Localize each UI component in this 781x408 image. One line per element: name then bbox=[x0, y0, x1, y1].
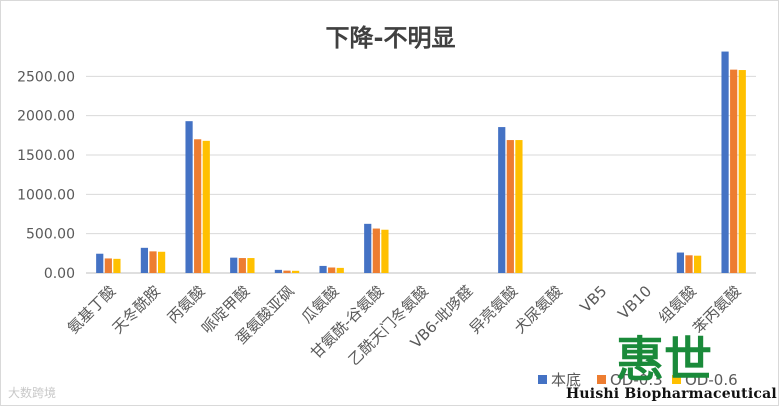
x-category-label: 乙酰天门冬氨酸 bbox=[345, 282, 432, 369]
bar bbox=[336, 267, 344, 273]
y-tick-label: 500.00 bbox=[26, 227, 75, 243]
legend-swatch bbox=[597, 375, 606, 384]
legend: 本底 OD-0.3 OD-0.6 bbox=[538, 371, 738, 389]
bar bbox=[194, 139, 202, 273]
bar bbox=[372, 228, 380, 273]
bar bbox=[328, 267, 336, 273]
bar bbox=[292, 270, 300, 273]
x-category-label: 犬尿氨酸 bbox=[511, 282, 566, 337]
brand-logo: 惠世 bbox=[616, 332, 712, 386]
bar bbox=[185, 121, 193, 273]
x-category-label: 天冬酰胺 bbox=[109, 282, 164, 337]
x-category-label: 异亮氨酸 bbox=[466, 282, 521, 337]
y-tick-label: 0.00 bbox=[44, 266, 75, 282]
y-tick-label: 1000.00 bbox=[17, 187, 75, 203]
bar bbox=[238, 258, 246, 273]
y-axis-ticks: 0.00 500.00 1000.00 1500.00 2000.00 2500.00 bbox=[17, 69, 75, 282]
brand-caption: Huishi Biopharmaceutical bbox=[566, 386, 777, 402]
x-category-label: 氨基丁酸 bbox=[64, 282, 119, 337]
y-tick-label: 1500.00 bbox=[17, 148, 75, 164]
chart-title: 下降-不明显 bbox=[325, 24, 456, 52]
x-category-label: VB10 bbox=[614, 282, 655, 323]
bar bbox=[149, 251, 157, 273]
bar bbox=[247, 258, 255, 273]
x-category-label: VB5 bbox=[576, 282, 610, 316]
legend-label: OD-0.6 bbox=[685, 371, 738, 389]
bar bbox=[694, 255, 702, 273]
bar bbox=[140, 247, 148, 273]
bar bbox=[230, 257, 238, 273]
legend-label: OD-0.3 bbox=[610, 371, 663, 389]
bar bbox=[113, 258, 121, 273]
bar bbox=[364, 223, 372, 273]
bar bbox=[738, 70, 746, 273]
bar bbox=[498, 127, 506, 273]
legend-swatch bbox=[672, 375, 681, 384]
bar bbox=[104, 258, 112, 273]
bar bbox=[721, 51, 729, 274]
bar bbox=[381, 229, 389, 273]
brand-logo-text: 惠世 bbox=[616, 332, 712, 386]
bar bbox=[202, 140, 210, 273]
bar bbox=[506, 140, 514, 273]
bar bbox=[676, 252, 684, 273]
bar bbox=[730, 69, 738, 273]
y-tick-label: 2000.00 bbox=[17, 109, 75, 125]
bar bbox=[274, 269, 282, 273]
y-tick-label: 2500.00 bbox=[17, 69, 75, 85]
legend-swatch bbox=[538, 375, 547, 384]
bar bbox=[96, 253, 104, 273]
bar bbox=[158, 251, 166, 273]
bar bbox=[283, 270, 291, 273]
bar bbox=[685, 255, 693, 273]
watermark: 大数跨境 bbox=[8, 386, 57, 400]
bar bbox=[515, 140, 523, 273]
bar bbox=[319, 265, 327, 273]
bars-layer bbox=[96, 51, 746, 274]
legend-label: 本底 bbox=[551, 371, 581, 389]
